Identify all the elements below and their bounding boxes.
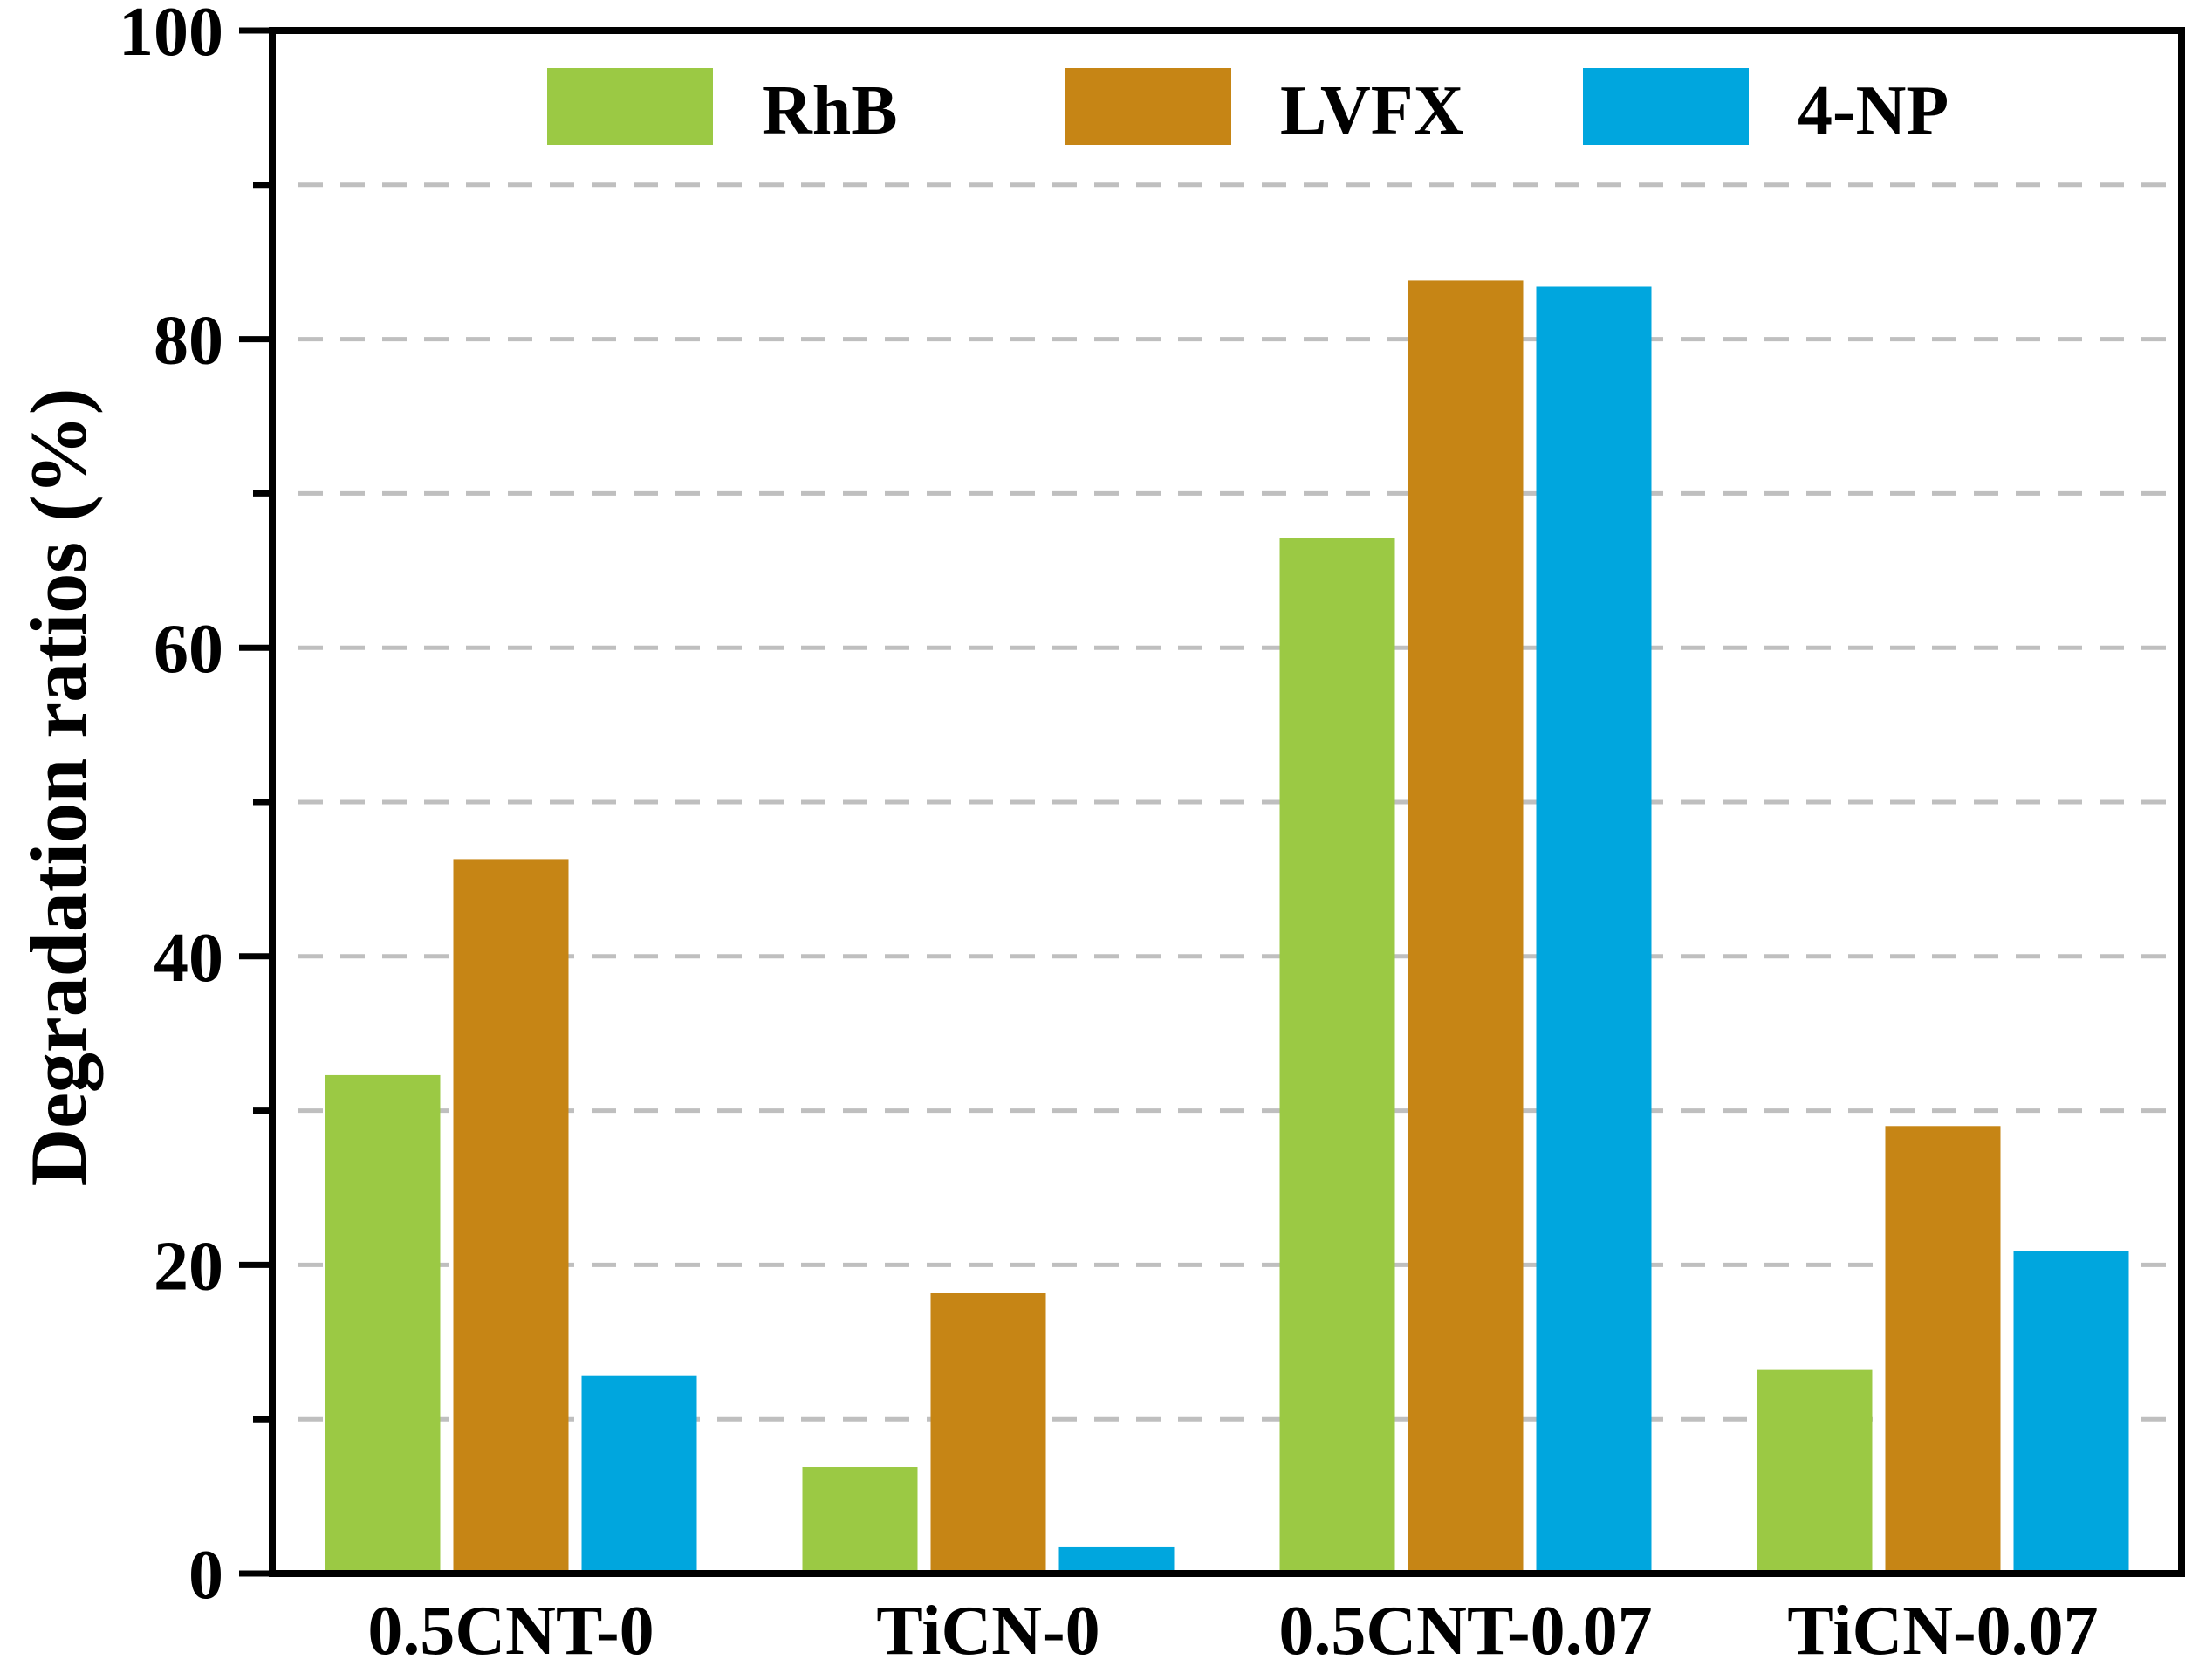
x-tick-label: TiCN-0 [876,1593,1100,1670]
legend-swatch-4-np [1583,68,1749,145]
bar-4-np-1 [581,1375,697,1574]
bar-4-np-2 [1058,1546,1175,1574]
legend-label-lvfx: LVFX [1280,72,1463,149]
legend-label-rhb: RhB [762,72,898,149]
y-tick-label: 0 [188,1537,223,1614]
axes: 0.5CNT-0 TiCN-0 0.5CNT-0.07 TiCN-0.07 0 20 40 6… [119,0,2185,1670]
bar-lvfx-1 [453,859,569,1574]
bar-rhb-2 [802,1467,918,1574]
bar-4-np-4 [2013,1251,2129,1574]
legend: RhB LVFX 4-NP [547,68,1949,149]
gridlines [298,182,2177,1422]
legend-label-4-np: 4-NP [1798,72,1949,149]
bar-rhb-4 [1757,1369,1873,1574]
bar-lvfx-2 [930,1293,1046,1574]
y-tick-label: 40 [154,920,223,997]
y-tick-label: 60 [154,611,223,688]
y-tick-label: 80 [154,303,223,380]
y-tick-label: 20 [154,1228,223,1305]
legend-swatch-rhb [547,68,713,145]
x-tick-label: 0.5CNT-0.07 [1278,1593,1652,1670]
x-tick-label: 0.5CNT-0 [367,1593,654,1670]
y-tick-label: 100 [119,0,223,71]
bars [325,280,2129,1574]
y-axis-label: Degradation ratios (%) [14,388,103,1187]
bar-lvfx-4 [1885,1126,2001,1574]
bar-rhb-1 [325,1074,441,1574]
legend-swatch-lvfx [1065,68,1231,145]
bar-rhb-3 [1279,538,1395,1574]
bar-lvfx-3 [1408,280,1524,1574]
bar-4-np-3 [1536,286,1652,1574]
x-tick-label: TiCN-0.07 [1787,1593,2098,1670]
